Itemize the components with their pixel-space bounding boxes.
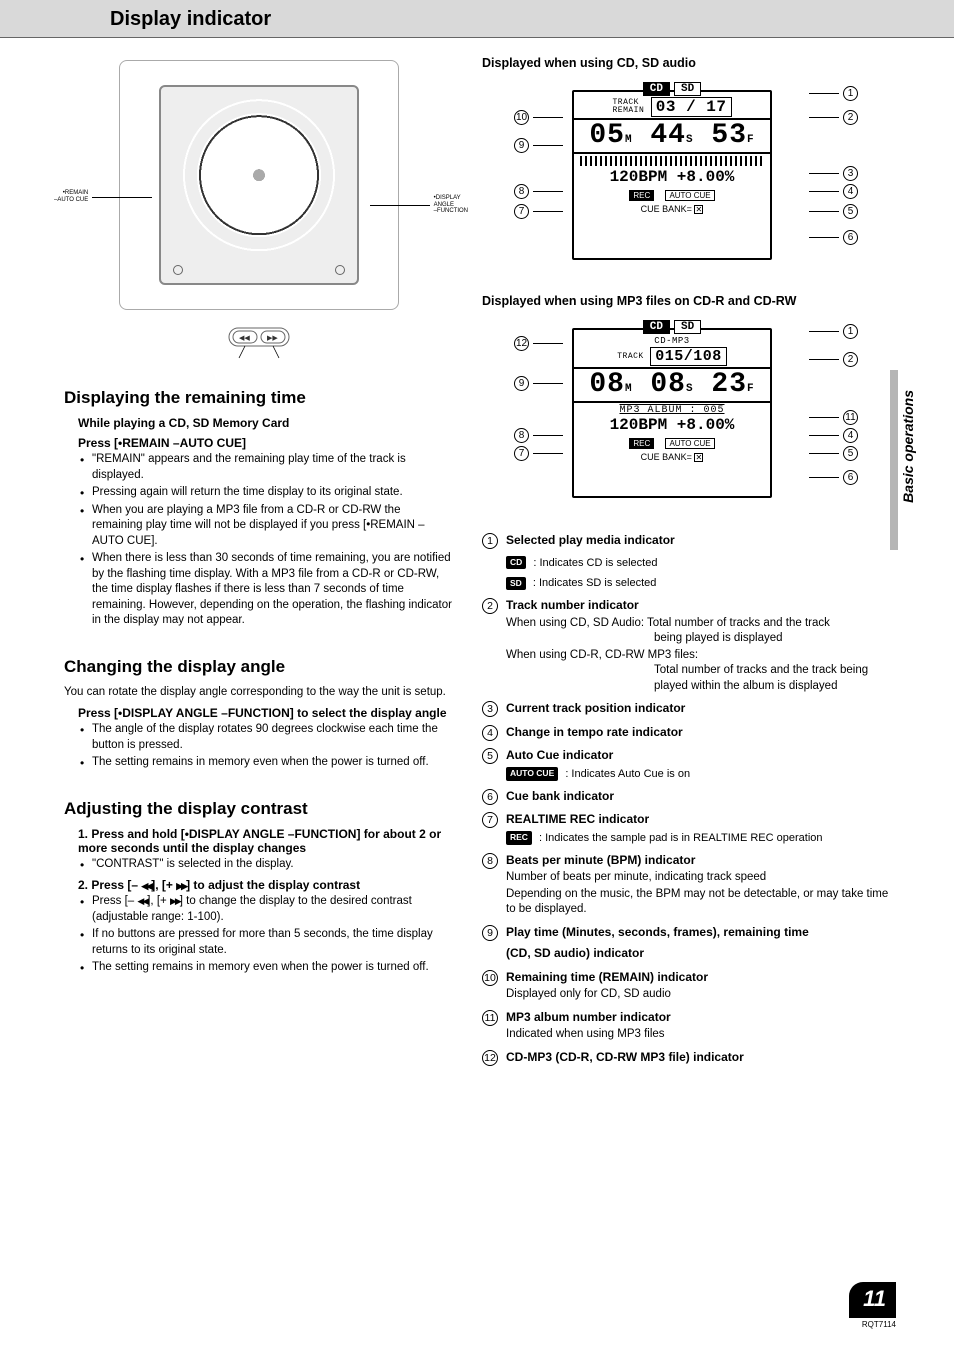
lcd1-heading: Displayed when using CD, SD audio bbox=[482, 56, 890, 70]
cd-tab-icon: CD bbox=[643, 82, 670, 96]
svg-text:◀◀: ◀◀ bbox=[239, 335, 250, 342]
indicator-1: 1 Selected play media indicator CD : Ind… bbox=[482, 532, 890, 591]
step-angle: Press [•DISPLAY ANGLE –FUNCTION] to sele… bbox=[78, 706, 454, 720]
indicator-8: 8 Beats per minute (BPM) indicator Numbe… bbox=[482, 852, 890, 918]
indicator-9: 9 Play time (Minutes, seconds, frames), … bbox=[482, 924, 890, 963]
right-column: Displayed when using CD, SD audio CD SD … bbox=[482, 52, 890, 1072]
bullet: Pressing again will return the time disp… bbox=[92, 485, 454, 501]
step-contrast-1: 1. Press and hold [•DISPLAY ANGLE –FUNCT… bbox=[78, 827, 454, 855]
indicator-6: 6 Cue bank indicator bbox=[482, 788, 890, 806]
autocue-badge-icon: AUTO CUE bbox=[506, 767, 558, 780]
bullet: The setting remains in memory even when … bbox=[92, 755, 454, 771]
cd-badge-icon: CD bbox=[506, 556, 526, 569]
cd-tab-icon: CD bbox=[643, 320, 670, 334]
rewind-icon: ◀◀ bbox=[141, 881, 151, 891]
lcd2-heading: Displayed when using MP3 files on CD-R a… bbox=[482, 294, 890, 308]
side-section-label: Basic operations bbox=[900, 390, 916, 503]
bullet: The angle of the display rotates 90 degr… bbox=[92, 722, 454, 753]
bullet: When you are playing a MP3 file from a C… bbox=[92, 503, 454, 550]
heading-display-angle: Changing the display angle bbox=[64, 657, 454, 677]
heading-remaining-time: Displaying the remaining time bbox=[64, 388, 454, 408]
indicator-10: 10 Remaining time (REMAIN) indicator Dis… bbox=[482, 969, 890, 1003]
indicator-11: 11 MP3 album number indicator Indicated … bbox=[482, 1009, 890, 1043]
heading-display-contrast: Adjusting the display contrast bbox=[64, 799, 454, 819]
indicator-7: 7 REALTIME REC indicator REC : Indicates… bbox=[482, 811, 890, 845]
indicator-3: 3 Current track position indicator bbox=[482, 700, 890, 718]
page-number: 11 bbox=[849, 1282, 896, 1318]
sd-tab-icon: SD bbox=[674, 320, 701, 334]
bullet: The setting remains in memory even when … bbox=[92, 960, 454, 976]
side-tab-gray bbox=[890, 370, 898, 550]
step-remaining-2: Press [•REMAIN –AUTO CUE] bbox=[78, 436, 454, 450]
doc-code: RQT7114 bbox=[849, 1320, 896, 1329]
bullet: "REMAIN" appears and the remaining play … bbox=[92, 452, 454, 483]
turntable-diagram: •DISPLAY ANGLE –FUNCTION •REMAIN –AUTO C… bbox=[119, 60, 399, 310]
left-column: •DISPLAY ANGLE –FUNCTION •REMAIN –AUTO C… bbox=[64, 52, 454, 1072]
sd-tab-icon: SD bbox=[674, 82, 701, 96]
rec-badge-icon: REC bbox=[629, 190, 654, 201]
forward-icon: ▶▶ bbox=[176, 881, 186, 891]
turntable-illustration bbox=[159, 85, 359, 285]
autocue-badge-icon: AUTO CUE bbox=[665, 438, 714, 449]
bullet: "CONTRAST" is selected in the display. bbox=[92, 857, 454, 873]
page-title-bar: Display indicator bbox=[0, 0, 954, 38]
sd-badge-icon: SD bbox=[506, 577, 526, 590]
lcd-diagram-cd-sd: CD SD TRACKREMAIN 03 / 17 05M 44S 53F 12… bbox=[516, 80, 856, 270]
cuebank-x-icon: ✕ bbox=[694, 205, 703, 214]
indicator-2: 2 Track number indicator When using CD, … bbox=[482, 597, 890, 694]
lcd-diagram-mp3: CD SD CD-MP3 TRACK 015/108 08M 08S 23F M… bbox=[516, 318, 856, 508]
indicator-4: 4 Change in tempo rate indicator bbox=[482, 724, 890, 742]
svg-text:▶▶: ▶▶ bbox=[267, 335, 278, 342]
cuebank-x-icon: ✕ bbox=[694, 453, 703, 462]
indicator-list: 1 Selected play media indicator CD : Ind… bbox=[482, 532, 890, 1066]
step-contrast-2: 2. Press [– ◀◀], [+ ▶▶] to adjust the di… bbox=[78, 878, 454, 892]
bullet: When there is less than 30 seconds of ti… bbox=[92, 551, 454, 629]
jog-buttons-diagram: ◀◀ ▶▶ bbox=[199, 320, 319, 360]
bullet: Press [– ◀◀], [+ ▶▶] to change the displ… bbox=[92, 894, 454, 925]
rec-badge-icon: REC bbox=[506, 831, 532, 844]
diagram-label-right: •DISPLAY ANGLE –FUNCTION bbox=[434, 195, 468, 215]
diagram-label-left: •REMAIN –AUTO CUE bbox=[54, 190, 88, 203]
step-remaining-1: While playing a CD, SD Memory Card bbox=[78, 416, 454, 430]
indicator-12: 12 CD-MP3 (CD-R, CD-RW MP3 file) indicat… bbox=[482, 1049, 890, 1067]
rec-badge-icon: REC bbox=[629, 438, 654, 449]
page-title: Display indicator bbox=[110, 8, 271, 30]
autocue-badge-icon: AUTO CUE bbox=[665, 190, 714, 201]
forward-icon: ▶▶ bbox=[170, 896, 180, 906]
page-footer: 11 RQT7114 bbox=[849, 1282, 896, 1329]
position-bar-icon bbox=[580, 156, 764, 166]
bullet: If no buttons are pressed for more than … bbox=[92, 927, 454, 958]
rewind-icon: ◀◀ bbox=[137, 896, 147, 906]
angle-intro: You can rotate the display angle corresp… bbox=[64, 685, 454, 701]
indicator-5: 5 Auto Cue indicator AUTO CUE : Indicate… bbox=[482, 747, 890, 781]
